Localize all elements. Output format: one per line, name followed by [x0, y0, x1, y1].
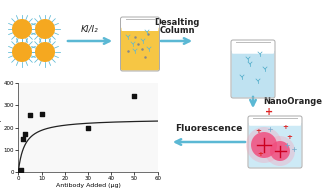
- Circle shape: [251, 132, 277, 158]
- Text: Column: Column: [159, 26, 195, 35]
- Text: +: +: [257, 151, 263, 157]
- Text: +: +: [255, 128, 261, 134]
- Circle shape: [35, 19, 55, 39]
- Circle shape: [12, 19, 32, 39]
- Point: [85, 126, 91, 129]
- FancyBboxPatch shape: [249, 117, 301, 126]
- Circle shape: [265, 136, 295, 166]
- Text: Desalting: Desalting: [154, 18, 200, 27]
- FancyBboxPatch shape: [122, 18, 158, 31]
- Y-axis label: Adsorbed Ab per AuNP: Adsorbed Ab per AuNP: [0, 94, 2, 161]
- Point: [132, 95, 137, 98]
- Circle shape: [246, 127, 282, 163]
- Point: [17, 169, 22, 172]
- Point: [23, 133, 28, 136]
- Point: [20, 137, 26, 140]
- Text: +: +: [265, 107, 273, 117]
- Point: [18, 169, 23, 172]
- FancyBboxPatch shape: [121, 28, 159, 70]
- Text: +: +: [282, 124, 288, 130]
- Point: [27, 114, 33, 117]
- FancyBboxPatch shape: [231, 50, 275, 98]
- Text: NanoOrange: NanoOrange: [263, 98, 322, 106]
- Text: KI/I₂: KI/I₂: [81, 25, 99, 34]
- Circle shape: [35, 42, 55, 62]
- X-axis label: Antibody Added (μg): Antibody Added (μg): [55, 183, 121, 188]
- FancyBboxPatch shape: [232, 41, 274, 54]
- Point: [39, 113, 44, 116]
- Circle shape: [12, 42, 32, 62]
- Text: Fluorescence: Fluorescence: [175, 124, 243, 133]
- Text: +: +: [286, 134, 292, 140]
- FancyBboxPatch shape: [248, 122, 301, 167]
- Circle shape: [270, 141, 290, 161]
